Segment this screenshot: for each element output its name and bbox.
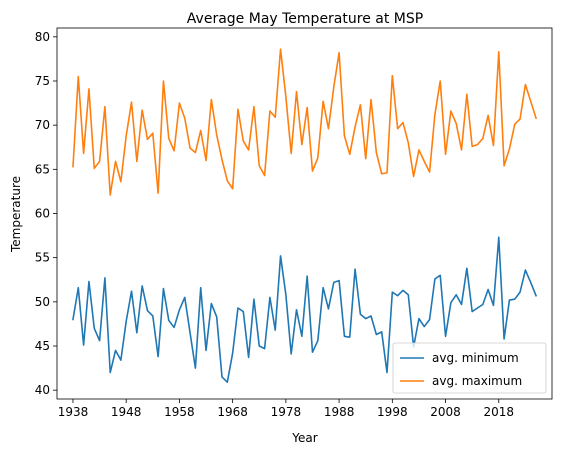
- y-tick-label: 75: [35, 74, 50, 88]
- x-tick-label: 1968: [217, 405, 248, 419]
- y-tick-label: 55: [35, 251, 50, 265]
- legend: avg. minimum avg. maximum: [392, 342, 547, 394]
- series-line-maximum: [72, 48, 538, 196]
- series-line-minimum: [72, 236, 538, 384]
- x-tick-label: 1948: [111, 405, 142, 419]
- legend-box: [392, 342, 547, 394]
- x-axis: 1938 1948 1958 1968 1978 1988 1998 2008 2018: [58, 399, 514, 419]
- chart-title: Average May Temperature at MSP: [187, 11, 423, 27]
- y-tick-label: 70: [35, 118, 50, 132]
- x-tick-label: 1938: [58, 405, 89, 419]
- x-tick-label: 2008: [430, 405, 461, 419]
- y-tick-label: 45: [35, 339, 50, 353]
- y-axis: 40 45 50 55 60 65 70 75 80: [35, 30, 57, 397]
- x-tick-label: 1998: [377, 405, 408, 419]
- y-tick-label: 80: [35, 30, 50, 44]
- x-tick-label: 2018: [484, 405, 515, 419]
- y-tick-label: 65: [35, 162, 50, 176]
- series-layer: [72, 48, 538, 384]
- y-tick-label: 40: [35, 383, 50, 397]
- x-axis-label: Year: [291, 431, 317, 445]
- y-axis-label: Temperature: [9, 176, 23, 253]
- legend-label-minimum: avg. minimum: [432, 351, 519, 365]
- x-tick-label: 1958: [164, 405, 195, 419]
- y-tick-label: 50: [35, 295, 50, 309]
- legend-label-maximum: avg. maximum: [432, 374, 522, 388]
- x-tick-label: 1978: [271, 405, 302, 419]
- y-tick-label: 60: [35, 207, 50, 221]
- x-tick-label: 1988: [324, 405, 355, 419]
